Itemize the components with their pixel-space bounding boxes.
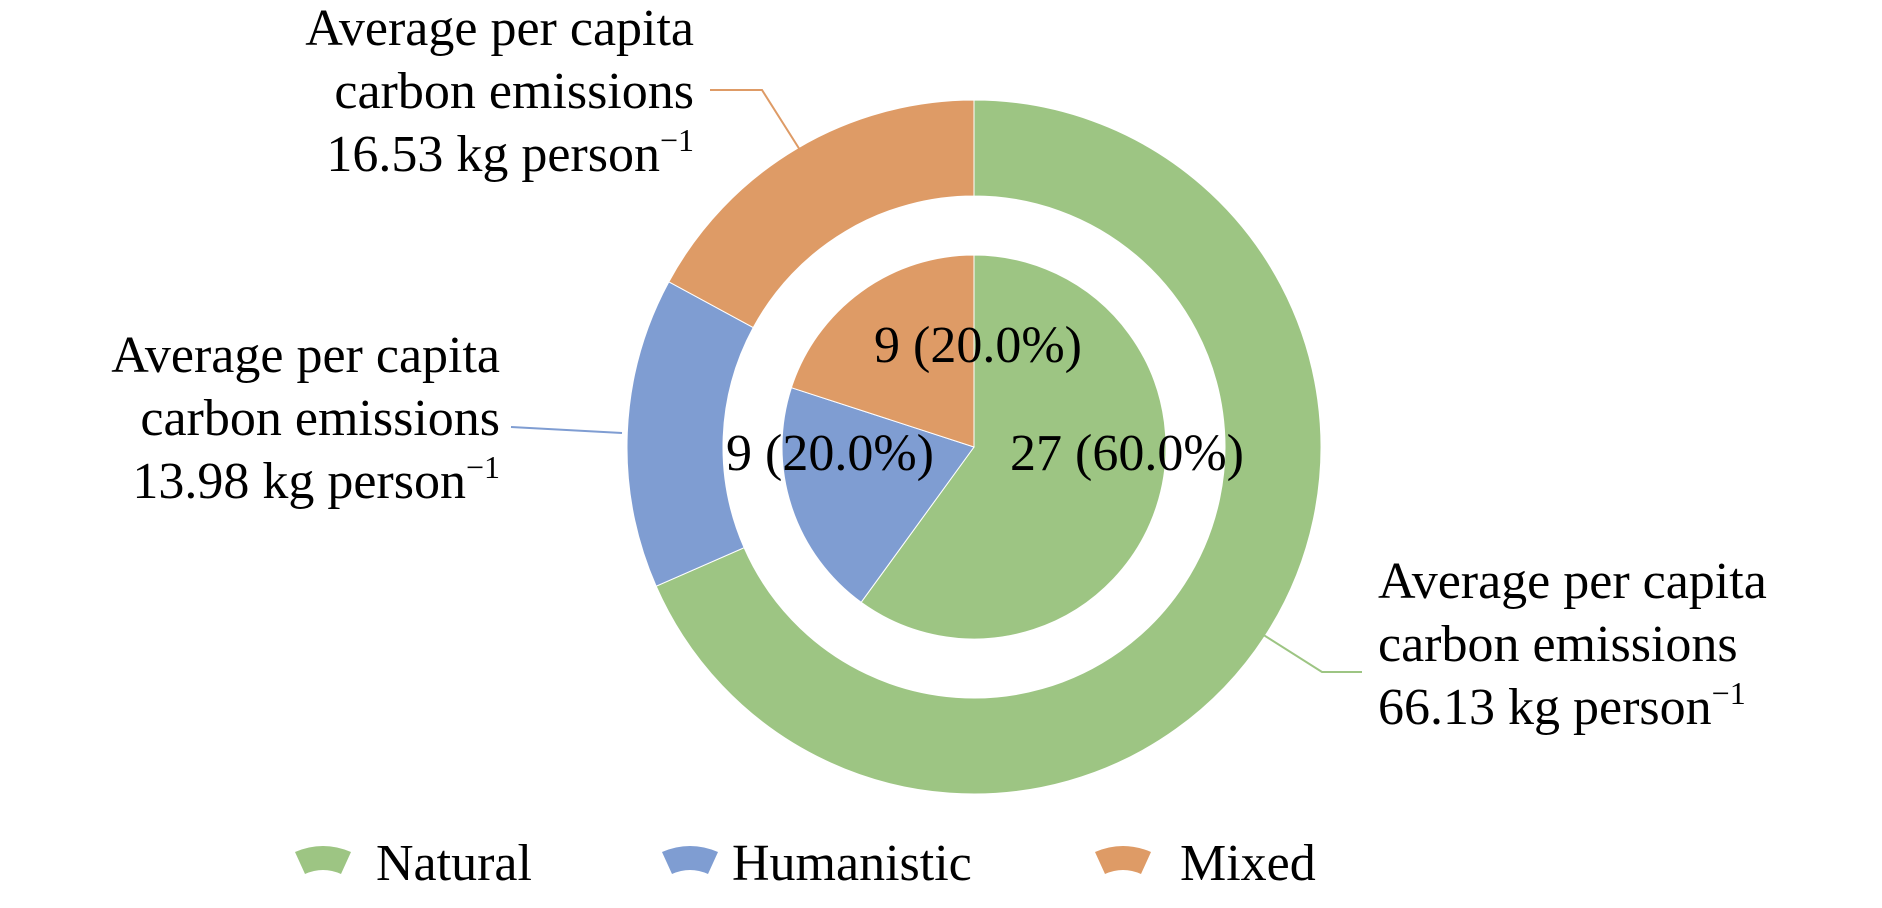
annotation-line: Average per capita: [305, 0, 694, 57]
legend-swatch: [662, 846, 718, 874]
legend-item-mixed: Mixed: [1095, 835, 1316, 892]
outer-slice-mixed: [668, 99, 975, 329]
annotation-line: carbon emissions: [140, 390, 500, 447]
outer-slice-natural: [655, 99, 1322, 795]
annotation-line: 16.53 kg person−1: [326, 122, 694, 183]
annotation-line: 13.98 kg person−1: [132, 449, 500, 510]
legend-label: Humanistic: [732, 835, 972, 892]
legend-label: Natural: [376, 835, 532, 892]
inner-labels: 27 (60.0%) 9 (20.0%) 9 (20.0%): [726, 317, 1244, 482]
annotation-humanistic: Average per capita carbon emissions13.98 …: [111, 327, 500, 510]
leader-lines: [510, 89, 1362, 673]
leader-line-humanistic: [510, 426, 623, 434]
annotation-line: carbon emissions: [334, 63, 694, 120]
legend-label: Mixed: [1180, 835, 1316, 892]
legend-item-natural: Natural: [295, 835, 532, 892]
annotation-line: carbon emissions: [1378, 616, 1738, 673]
inner-label-natural: 27 (60.0%): [1010, 425, 1244, 482]
inner-slice-natural: [860, 254, 1167, 640]
legend-item-humanistic: Humanistic: [662, 835, 972, 892]
annotation-line: Average per capita: [1378, 553, 1767, 610]
annotation-natural: Average per capita carbon emissions66.13 …: [1378, 553, 1767, 736]
leader-line-natural: [1261, 633, 1362, 673]
annotation-mixed: Average per capita carbon emissions16.53 …: [305, 0, 694, 183]
inner-pie: [781, 254, 1167, 640]
legend: Natural Humanistic Mixed: [295, 835, 1316, 892]
inner-slice-mixed: [790, 254, 975, 448]
annotation-superscript: −1: [1712, 675, 1746, 711]
legend-swatch: [295, 846, 351, 874]
annotation-line: Average per capita: [111, 327, 500, 384]
annotation-superscript: −1: [660, 122, 694, 158]
annotation-superscript: −1: [466, 449, 500, 485]
leader-line-mixed: [710, 89, 801, 151]
legend-swatch: [1095, 846, 1151, 874]
annotation-line: 66.13 kg person−1: [1378, 675, 1746, 736]
inner-slice-humanistic: [781, 387, 975, 604]
inner-label-humanistic: 9 (20.0%): [726, 425, 934, 482]
outer-ring: [626, 99, 1322, 795]
inner-label-mixed: 9 (20.0%): [874, 317, 1082, 374]
